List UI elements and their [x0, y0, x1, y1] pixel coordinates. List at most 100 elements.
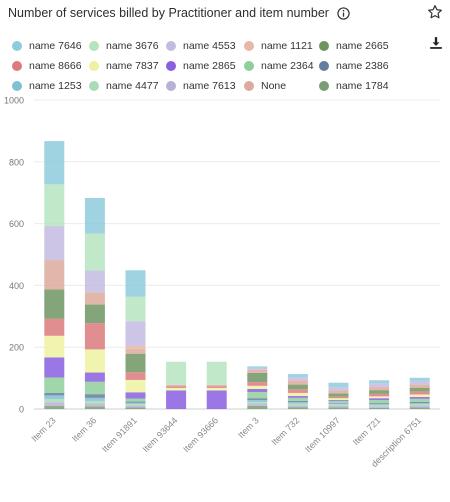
bar-segment[interactable]: [247, 367, 268, 370]
bar-segment[interactable]: [166, 386, 187, 388]
legend-item[interactable]: name 2865: [166, 60, 236, 72]
bar-segment[interactable]: [409, 405, 430, 408]
bar-segment[interactable]: [125, 379, 146, 393]
bar-segment[interactable]: [369, 403, 390, 405]
bar-segment[interactable]: [44, 260, 65, 290]
legend-item[interactable]: name 8666: [12, 60, 82, 72]
bar-segment[interactable]: [166, 361, 187, 385]
bar-segment[interactable]: [125, 404, 146, 406]
bar-segment[interactable]: [44, 395, 65, 400]
bar-segment[interactable]: [125, 405, 146, 408]
bar-segment[interactable]: [247, 385, 268, 389]
bar-segment[interactable]: [409, 398, 430, 402]
legend-item[interactable]: name 2665: [319, 40, 389, 52]
bar-segment[interactable]: [84, 397, 105, 401]
legend-item[interactable]: name 4553: [166, 40, 236, 52]
legend-item[interactable]: name 2364: [244, 60, 314, 72]
bar-segment[interactable]: [84, 372, 105, 382]
bar-segment[interactable]: [369, 398, 390, 401]
bar-segment[interactable]: [247, 401, 268, 404]
bar-segment[interactable]: [84, 403, 105, 407]
bar-segment[interactable]: [409, 387, 430, 392]
bar-segment[interactable]: [125, 402, 146, 405]
bar-segment[interactable]: [287, 396, 308, 398]
bar-segment[interactable]: [84, 394, 105, 398]
bar-segment[interactable]: [44, 184, 65, 227]
bar-segment[interactable]: [328, 393, 349, 397]
bar-segment[interactable]: [206, 384, 227, 387]
bar-segment[interactable]: [328, 382, 349, 388]
bar-segment[interactable]: [247, 372, 268, 383]
bar-segment[interactable]: [247, 398, 268, 401]
bar-segment[interactable]: [44, 335, 65, 358]
bar-segment[interactable]: [409, 403, 430, 405]
legend-item[interactable]: name 3676: [89, 40, 159, 52]
bar-segment[interactable]: [247, 366, 268, 368]
bar-segment[interactable]: [409, 407, 430, 409]
bar-segment[interactable]: [125, 321, 146, 346]
bar-segment[interactable]: [328, 387, 349, 391]
bar-segment[interactable]: [369, 387, 390, 391]
bar-segment[interactable]: [125, 372, 146, 380]
bar-segment[interactable]: [409, 401, 430, 404]
bar-segment[interactable]: [44, 392, 65, 396]
bar-segment[interactable]: [409, 391, 430, 395]
bar-segment[interactable]: [287, 400, 308, 403]
bar-segment[interactable]: [166, 384, 187, 387]
bar-segment[interactable]: [287, 403, 308, 406]
bar-segment[interactable]: [369, 400, 390, 404]
bar-segment[interactable]: [369, 393, 390, 397]
bar-segment[interactable]: [84, 292, 105, 305]
bar-segment[interactable]: [328, 403, 349, 405]
bar-segment[interactable]: [369, 383, 390, 388]
bar-segment[interactable]: [247, 369, 268, 373]
bar-segment[interactable]: [44, 399, 65, 403]
legend-item[interactable]: name 1253: [12, 80, 82, 92]
bar-segment[interactable]: [44, 357, 65, 378]
bar-segment[interactable]: [125, 398, 146, 402]
bar-segment[interactable]: [125, 345, 146, 350]
bar-segment[interactable]: [84, 349, 105, 373]
bar-segment[interactable]: [44, 405, 65, 409]
bar-segment[interactable]: [287, 389, 308, 393]
bar-segment[interactable]: [44, 318, 65, 336]
star-icon[interactable]: [427, 4, 443, 20]
legend-item[interactable]: None: [244, 80, 286, 92]
bar-segment[interactable]: [247, 388, 268, 393]
legend-item[interactable]: name 7646: [12, 40, 82, 52]
bar-segment[interactable]: [328, 398, 349, 401]
bar-segment[interactable]: [409, 396, 430, 399]
bar-segment[interactable]: [206, 386, 227, 388]
bar-segment[interactable]: [84, 233, 105, 271]
bar-segment[interactable]: [84, 270, 105, 293]
bar-segment[interactable]: [44, 377, 65, 393]
bar-segment[interactable]: [287, 405, 308, 408]
legend-item[interactable]: name 1784: [319, 80, 389, 92]
bar-segment[interactable]: [287, 402, 308, 404]
bar-segment[interactable]: [84, 197, 105, 234]
bar-segment[interactable]: [287, 374, 308, 378]
bar-segment[interactable]: [369, 390, 390, 394]
bar-segment[interactable]: [44, 289, 65, 319]
bar-segment[interactable]: [247, 405, 268, 409]
bar-segment[interactable]: [328, 396, 349, 399]
bar-segment[interactable]: [166, 387, 187, 391]
bar-segment[interactable]: [409, 384, 430, 388]
legend-item[interactable]: name 2386: [319, 60, 389, 72]
bar-segment[interactable]: [125, 401, 146, 403]
bar-segment[interactable]: [247, 382, 268, 386]
bar-segment[interactable]: [409, 404, 430, 406]
bar-segment[interactable]: [287, 392, 308, 397]
bar-segment[interactable]: [206, 361, 227, 385]
bar-segment[interactable]: [287, 384, 308, 390]
bar-segment[interactable]: [206, 387, 227, 391]
bar-segment[interactable]: [125, 296, 146, 322]
bar-segment[interactable]: [328, 404, 349, 406]
bar-segment[interactable]: [328, 400, 349, 401]
bar-segment[interactable]: [369, 396, 390, 399]
bar-segment[interactable]: [84, 400, 105, 404]
bar-segment[interactable]: [287, 380, 308, 385]
bar-segment[interactable]: [247, 400, 268, 402]
bar-segment[interactable]: [369, 407, 390, 409]
legend-item[interactable]: name 4477: [89, 80, 159, 92]
